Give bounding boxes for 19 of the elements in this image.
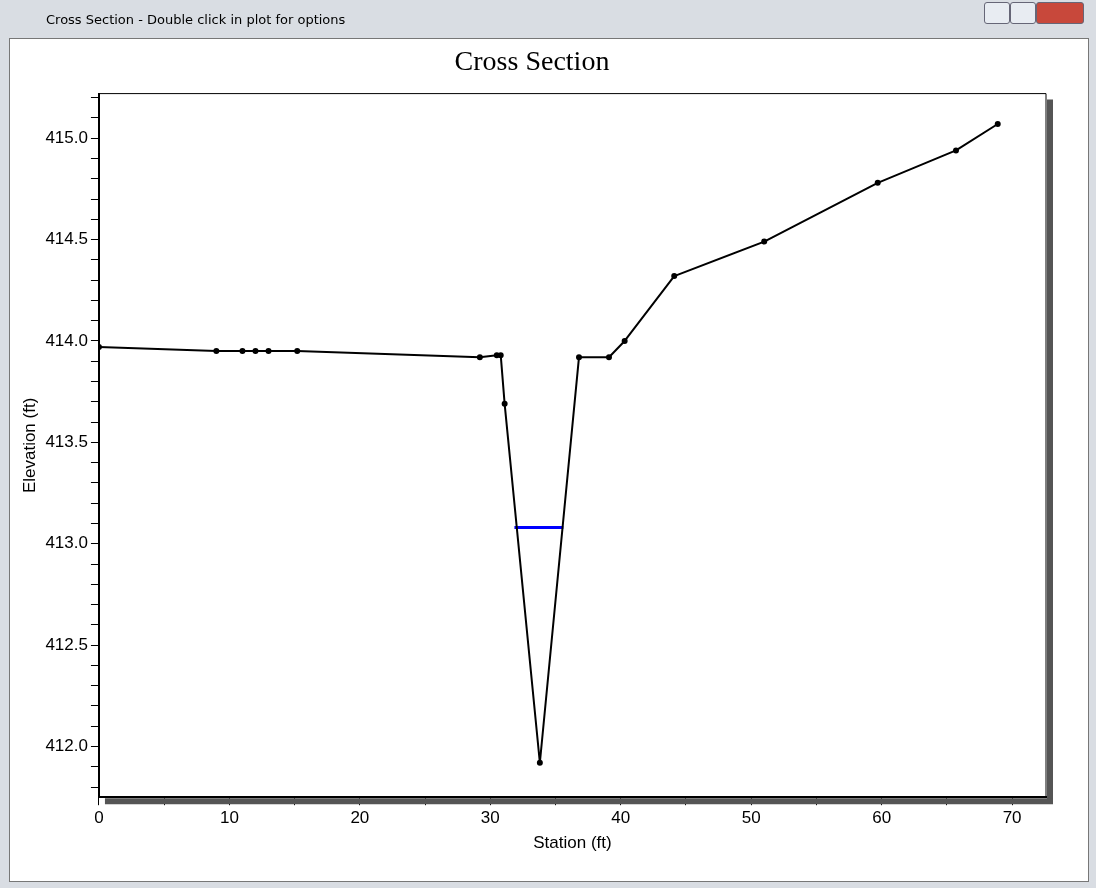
x-tick-label: 50 (741, 808, 761, 828)
y-tick-label: 414.0 (45, 330, 88, 350)
x-tick-label: 40 (611, 808, 631, 828)
y-axis-title: Elevation (ft) (19, 397, 39, 494)
x-tick-label: 20 (350, 808, 370, 828)
x-tick-label: 30 (480, 808, 500, 828)
x-tick-label: 10 (219, 808, 239, 828)
y-tick-label: 412.0 (45, 736, 88, 756)
chart-title: Cross Section (454, 45, 610, 77)
text: Cross Section - Double click in plot for options (46, 12, 346, 27)
x-axis-title: Station (ft) (533, 833, 612, 853)
y-tick-label: 414.5 (45, 229, 88, 249)
y-tick-label: 413.0 (45, 533, 88, 553)
x-tick-label: 70 (1002, 808, 1022, 828)
y-tick-label: 415.0 (45, 127, 88, 147)
y-tick-label: 413.5 (45, 432, 88, 452)
y-tick-label: 412.5 (45, 634, 88, 654)
x-tick-label: 0 (94, 808, 104, 828)
x-tick-label: 60 (872, 808, 892, 828)
